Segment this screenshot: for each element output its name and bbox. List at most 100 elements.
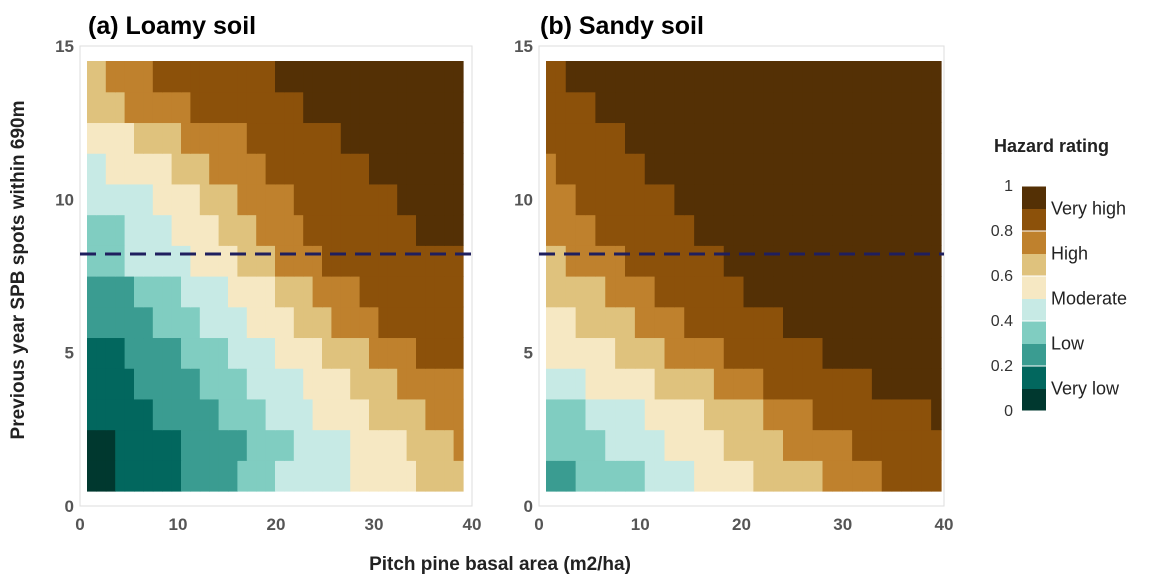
y-tick-label: 15 — [514, 37, 533, 56]
heatmap-cell — [792, 183, 804, 216]
heatmap-cell — [209, 153, 220, 185]
heatmap-cell — [832, 214, 843, 246]
heatmap-cell — [763, 153, 774, 185]
heatmap-cell — [605, 429, 616, 461]
heatmap-cell — [331, 306, 342, 339]
heatmap-cell — [911, 214, 922, 246]
heatmap-cell — [871, 368, 883, 400]
heatmap-cell — [218, 398, 229, 431]
heatmap-cell — [444, 91, 455, 124]
heatmap-cell — [802, 61, 814, 93]
heatmap-cell — [931, 460, 942, 492]
heatmap-cell — [378, 61, 389, 93]
heatmap-cell — [444, 61, 455, 93]
heatmap-cell — [96, 276, 107, 308]
heatmap-cell — [444, 460, 455, 492]
heatmap-cell — [105, 91, 116, 124]
heatmap-cell — [704, 214, 715, 246]
heatmap-cell — [822, 337, 833, 369]
heatmap-cell — [812, 276, 824, 308]
heatmap-cell — [275, 306, 285, 339]
heatmap-cell — [921, 460, 932, 492]
heatmap-cell — [171, 183, 182, 216]
heatmap-cell — [105, 460, 116, 492]
heatmap-cell — [134, 306, 144, 339]
heatmap-cell — [293, 153, 304, 185]
heatmap-cell — [931, 122, 942, 154]
heatmap-cell — [901, 398, 912, 431]
heatmap-cell — [615, 337, 626, 369]
heatmap-cell — [434, 337, 445, 369]
heatmap-cell — [713, 183, 725, 216]
heatmap-cell — [322, 460, 332, 492]
heatmap-cell — [565, 276, 577, 308]
heatmap-cell — [585, 398, 596, 431]
heatmap-cell — [171, 153, 182, 185]
heatmap-cell — [753, 153, 764, 185]
heatmap-cell — [124, 122, 135, 154]
heatmap-cell — [812, 183, 824, 216]
heatmap-cell — [378, 153, 389, 185]
heatmap-cell — [763, 91, 774, 124]
heatmap-cell — [901, 214, 912, 246]
heatmap-cell — [862, 122, 873, 154]
heatmap-cell — [387, 276, 398, 308]
heatmap-cell — [275, 122, 285, 154]
heatmap-cell — [783, 214, 794, 246]
heatmap-cell — [284, 306, 295, 339]
heatmap-cell — [792, 429, 804, 461]
heatmap-cell — [763, 306, 774, 339]
heatmap-cell — [901, 368, 912, 400]
heatmap-cell — [331, 398, 342, 431]
heatmap-cell — [143, 214, 154, 246]
heatmap-cell — [256, 245, 267, 277]
heatmap-cell — [842, 214, 853, 246]
heatmap-cell — [921, 153, 932, 185]
heatmap-cell — [350, 153, 361, 185]
heatmap-cell — [575, 122, 587, 154]
heatmap-cell — [303, 61, 314, 93]
heatmap-cell — [694, 337, 705, 369]
panel-loamy-soil: (a) Loamy soil 0 10 20 30 40 0 5 10 15 — [55, 12, 481, 534]
heatmap-cell — [546, 214, 557, 246]
heatmap-cell — [359, 306, 370, 339]
heatmap-cell — [378, 122, 389, 154]
heatmap-cell — [369, 153, 379, 185]
heatmap-cell — [134, 214, 144, 246]
heatmap-cell — [713, 153, 725, 185]
heatmap-cell — [575, 245, 587, 277]
heatmap-cell — [822, 61, 833, 93]
heatmap-cell — [634, 122, 646, 154]
heatmap-cell — [181, 460, 191, 492]
heatmap-cell — [713, 368, 725, 400]
heatmap-cell — [842, 91, 853, 124]
heatmap-cell — [783, 122, 794, 154]
heatmap-cell — [256, 368, 267, 400]
heatmap-cell — [901, 429, 912, 461]
heatmap-cell — [293, 91, 304, 124]
heatmap-cell — [881, 91, 893, 124]
heatmap-cell — [218, 276, 229, 308]
heatmap-cell — [931, 61, 942, 93]
heatmap-cell — [228, 429, 238, 461]
heatmap-cell — [605, 306, 616, 339]
heatmap-cell — [284, 368, 295, 400]
legend-tick-label: 0.6 — [991, 268, 1013, 285]
heatmap-cell — [162, 306, 173, 339]
heatmap-cell — [555, 337, 567, 369]
heatmap-cell — [312, 122, 323, 154]
heatmap-cell — [862, 214, 873, 246]
heatmap-cell — [862, 368, 873, 400]
heatmap-cell — [674, 398, 685, 431]
heatmap-cell — [115, 276, 126, 308]
heatmap-cell — [753, 61, 764, 93]
heatmap-cell — [378, 429, 389, 461]
heatmap-cell — [275, 337, 285, 369]
heatmap-cell — [246, 214, 257, 246]
heatmap-cell — [694, 214, 705, 246]
heatmap-cell — [340, 276, 351, 308]
legend-category-label: Low — [1051, 334, 1085, 354]
heatmap-cell — [199, 183, 210, 216]
heatmap-cell — [862, 91, 873, 124]
heatmap-cell — [822, 214, 833, 246]
